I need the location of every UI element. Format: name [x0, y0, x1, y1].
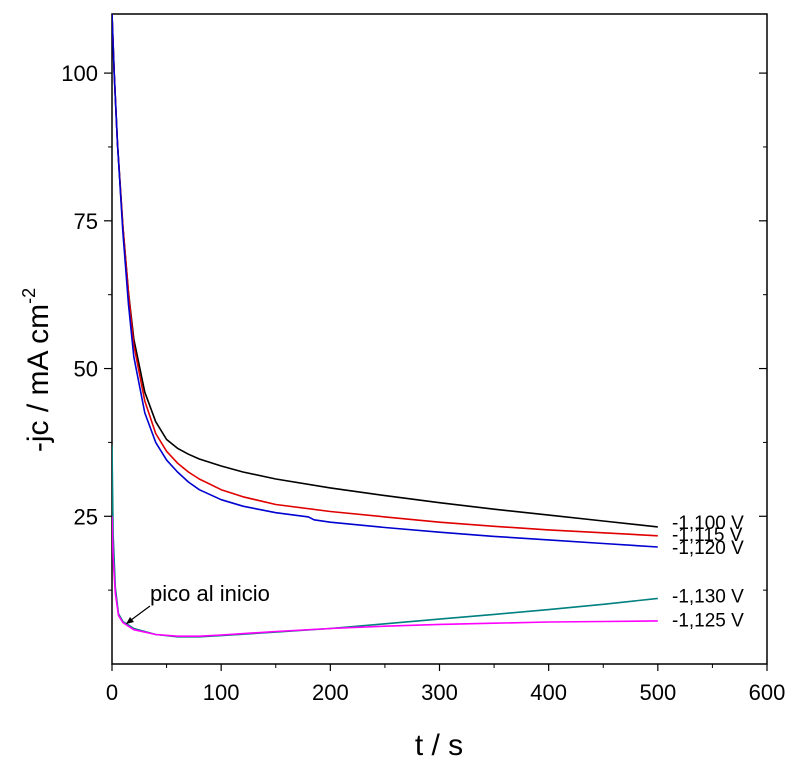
y-axis-title-superscript: -2: [19, 288, 39, 304]
x-tick-label: 600: [749, 680, 786, 705]
annotation-label: pico al inicio: [150, 581, 270, 606]
x-tick-label: 400: [530, 680, 567, 705]
series-line: [112, 14, 658, 537]
x-tick-label: 100: [203, 680, 240, 705]
x-axis-title: t / s: [415, 729, 463, 762]
annotation-arrowhead: [126, 617, 134, 624]
series-label: -1,125 V: [672, 611, 744, 632]
y-axis-ticks: 25 50 75 100: [61, 61, 767, 591]
annotation: pico al inicio: [126, 581, 270, 624]
y-tick-label: 75: [74, 209, 98, 234]
x-tick-label: 300: [421, 680, 458, 705]
series-label: -1,120 V: [672, 538, 744, 559]
x-axis-ticks: 0 100 200 300 400 500 600: [106, 664, 786, 705]
series-layer: [112, 14, 658, 638]
series-label: -1,115 V: [672, 525, 743, 546]
x-tick-label: 500: [639, 680, 676, 705]
x-tick-label: 200: [312, 680, 349, 705]
series-label: -1,100 V: [672, 513, 744, 534]
plot-frame: [111, 13, 768, 665]
series-labels: -1,100 V-1,115 V-1,120 V -1,130 V -1,125 V: [672, 513, 744, 632]
series-line: [112, 516, 658, 637]
y-tick-label: 50: [74, 357, 98, 382]
series-line: [112, 14, 658, 548]
series-line: [112, 14, 658, 528]
y-tick-label: 25: [74, 504, 98, 529]
x-tick-label: 0: [106, 680, 118, 705]
y-tick-label: 100: [61, 61, 98, 86]
y-axis-title: -jc / mA cm-2: [19, 288, 55, 452]
y-axis-title-main: -jc / mA cm: [22, 304, 55, 452]
series-label: -1,130 V: [672, 586, 744, 607]
